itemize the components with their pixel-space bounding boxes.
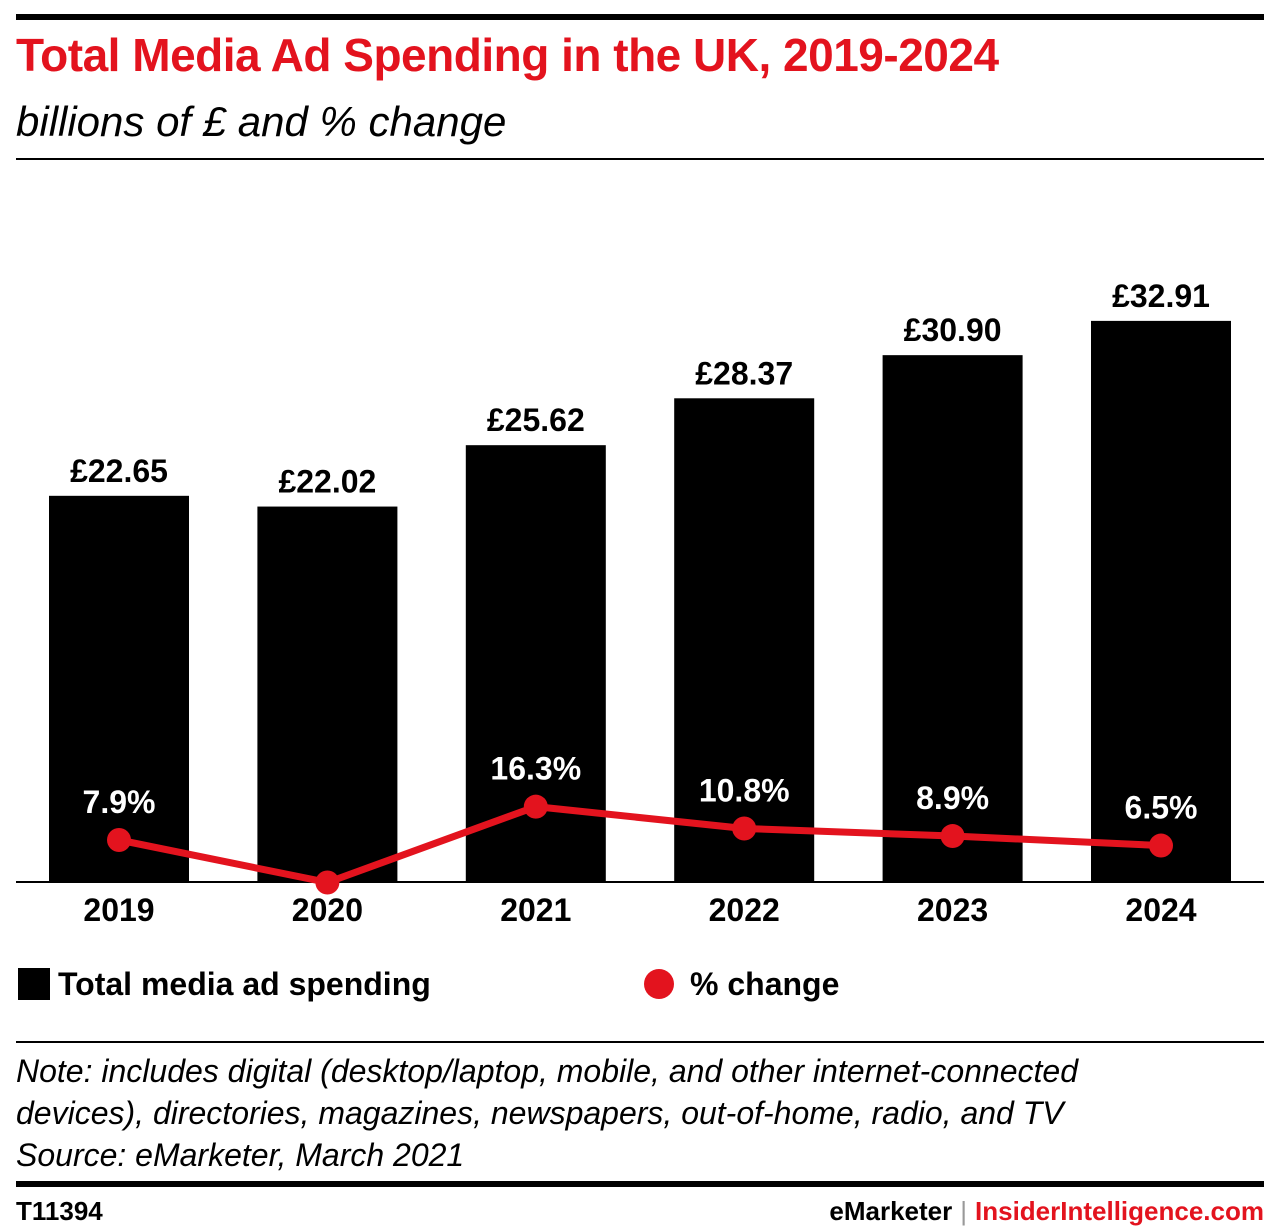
legend-dot-swatch: [644, 969, 674, 999]
x-tick-label: 2019: [83, 892, 154, 928]
note-divider: [16, 1041, 1264, 1043]
x-tick-label: 2023: [917, 892, 988, 928]
x-tick-label: 2024: [1125, 892, 1196, 928]
percent-change-label: -2.8%: [286, 826, 370, 862]
bar-value-label: £22.65: [70, 453, 168, 489]
title-divider: [16, 158, 1264, 160]
bar-value-label: £25.62: [487, 402, 585, 438]
legend-label-spending: Total media ad spending: [58, 965, 431, 1002]
top-rule: [16, 14, 1264, 20]
bar-2022: [674, 398, 815, 882]
combo-chart: £22.65 £22.02 £25.62 £28.37 £30.90 £32.91 201…: [16, 278, 1264, 928]
bar-value-label: £32.91: [1112, 278, 1210, 314]
legend-square-swatch: [18, 968, 50, 1000]
percent-change-point: [107, 828, 131, 852]
percent-change-series: [107, 794, 1173, 895]
brand-site: InsiderIntelligence.com: [975, 1196, 1264, 1226]
legend-label-change: % change: [690, 965, 840, 1002]
percent-change-point: [940, 824, 965, 849]
legend-item-change: % change: [644, 962, 839, 1006]
percent-change-labels: 7.9% -2.8% 16.3% 10.8% 8.9% 6.5%: [83, 751, 1198, 863]
source-line: Source: eMarketer, March 2021: [16, 1137, 465, 1173]
chart-id: T11394: [16, 1196, 103, 1226]
brand-separator: |: [960, 1196, 968, 1226]
note-line: Note: includes digital (desktop/laptop, …: [16, 1053, 1078, 1089]
chart-note: Note: includes digital (desktop/laptop, …: [16, 1050, 1264, 1176]
chart-subtitle: billions of £ and % change: [16, 98, 507, 145]
legend-item-spending: Total media ad spending: [18, 962, 431, 1006]
percent-change-label: 6.5%: [1125, 790, 1198, 826]
bar-2023: [882, 355, 1023, 882]
note-line: devices), directories, magazines, newspa…: [16, 1095, 1064, 1131]
footer-rule: [16, 1181, 1264, 1187]
chart-title: Total Media Ad Spending in the UK, 2019-…: [16, 29, 999, 81]
bar-series: [49, 320, 1231, 882]
percent-change-label: 16.3%: [490, 751, 581, 787]
percent-change-label: 10.8%: [699, 772, 790, 808]
percent-change-label: 8.9%: [916, 780, 989, 816]
bar-2020: [257, 506, 398, 882]
bar-2019: [49, 495, 189, 882]
percent-change-point: [315, 870, 340, 895]
bar-value-labels: £22.65 £22.02 £25.62 £28.37 £30.90 £32.91: [70, 278, 1210, 500]
footer-brand: eMarketer | InsiderIntelligence.com: [829, 1196, 1264, 1227]
percent-change-point: [732, 816, 757, 841]
brand-name: eMarketer: [829, 1196, 953, 1226]
x-axis-tick-labels: 2019 2020 2021 2022 2023 2024: [83, 892, 1196, 928]
percent-change-point: [1149, 833, 1173, 858]
bar-value-label: £22.02: [278, 464, 376, 500]
percent-change-line: [118, 803, 1162, 886]
x-tick-label: 2020: [292, 892, 363, 928]
x-tick-label: 2021: [500, 892, 571, 928]
bar-2024: [1091, 320, 1231, 882]
bar-value-label: £30.90: [904, 312, 1002, 348]
percent-change-point: [523, 794, 548, 819]
bar-value-label: £28.37: [695, 355, 793, 391]
x-tick-label: 2022: [709, 892, 780, 928]
percent-change-label: 7.9%: [83, 784, 156, 820]
